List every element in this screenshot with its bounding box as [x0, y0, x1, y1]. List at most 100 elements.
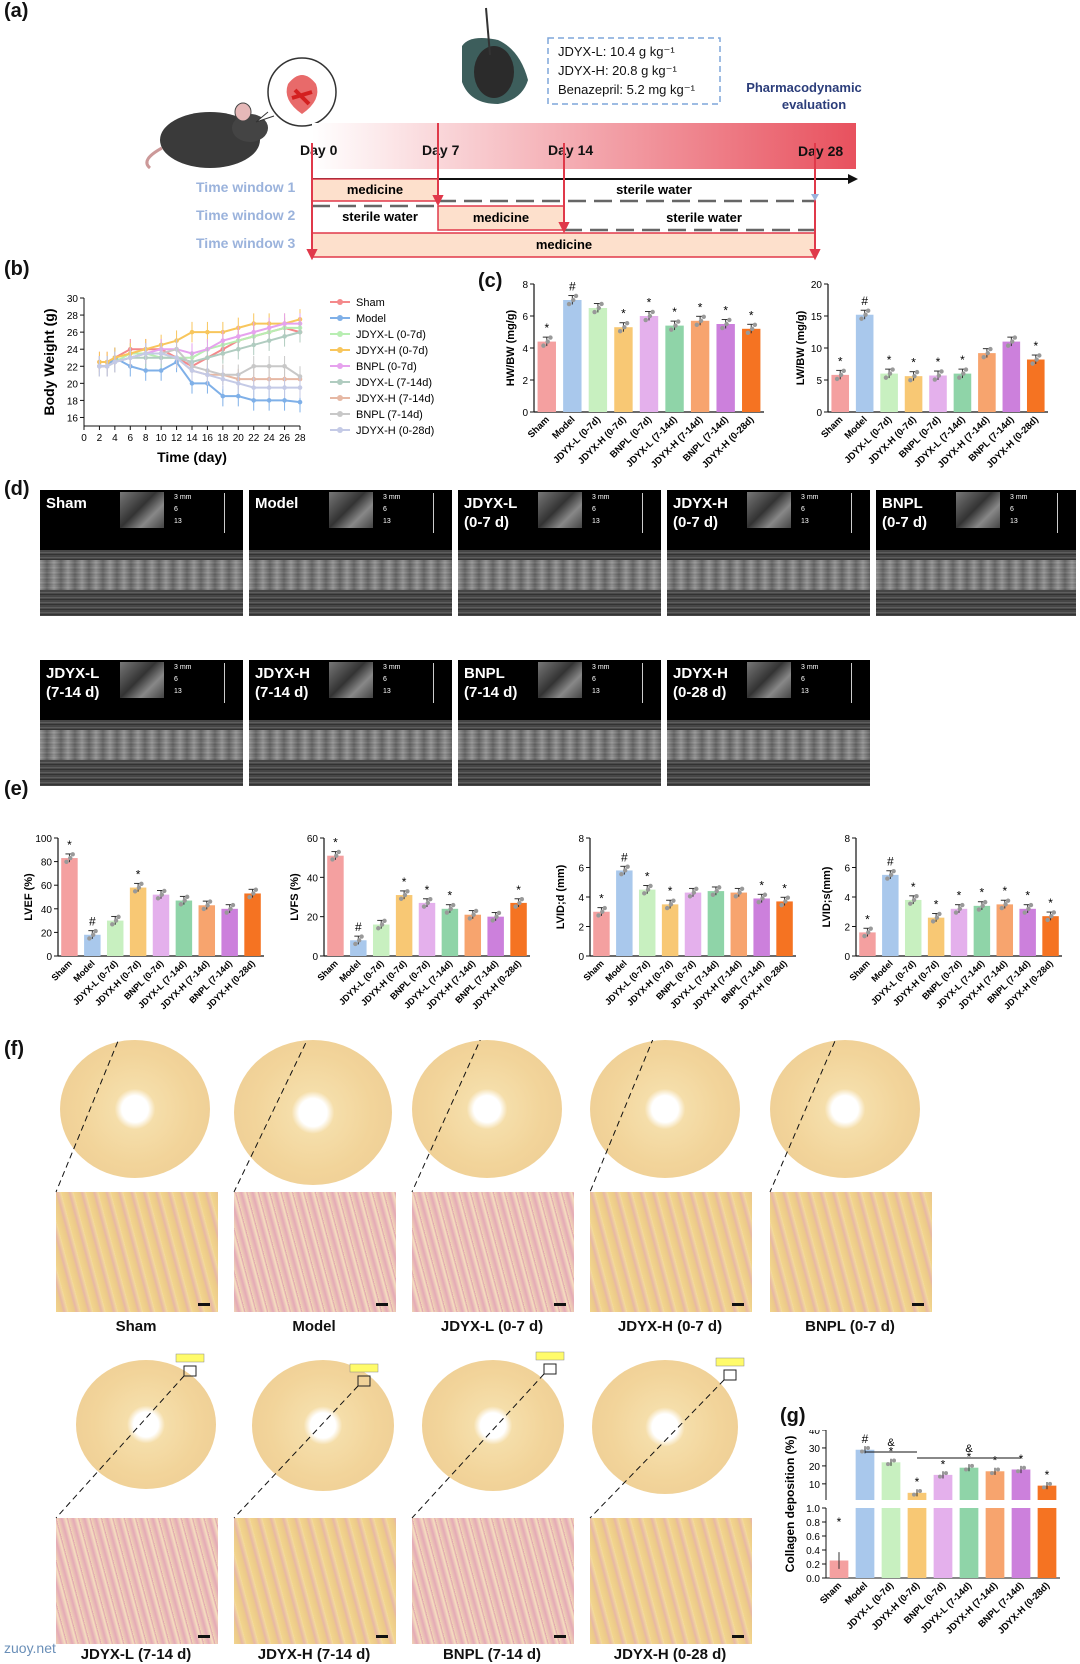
legend-label: BNPL (7-14d)	[356, 409, 423, 421]
data-dot	[596, 305, 602, 311]
y-tick-label: 0	[578, 952, 584, 963]
data-dot	[336, 849, 341, 855]
echo-wall-motion	[249, 560, 452, 590]
window-1-medicine-text: medicine	[347, 182, 403, 197]
panel-g-collagen-chart: 10 20 30 40 0.0 0.2 0.4 0.6 0.8 1.0 Collagen depos…	[783, 1430, 1060, 1637]
timeline-arrowhead	[848, 174, 858, 184]
data-dot	[642, 891, 647, 896]
bar	[831, 374, 850, 412]
panel-label-f: (f)	[4, 1038, 24, 1060]
y-axis-title: Collagen deposition (%)	[783, 1436, 797, 1573]
echo-image-2: Model 3 mm 6 13	[249, 490, 452, 616]
data-dot	[330, 857, 335, 862]
panel-a-timeline: JDYX-L: 10.4 g kg⁻¹ JDYX-H: 20.8 g kg⁻¹ …	[145, 7, 862, 261]
y-tick-label: 2	[844, 923, 850, 934]
bar	[933, 1474, 953, 1500]
y-tick-label: 4	[844, 893, 850, 904]
data-dot	[865, 308, 871, 313]
data-dot	[573, 293, 579, 299]
data-dot	[724, 321, 729, 327]
bar	[563, 300, 582, 412]
bracket-label: &	[887, 1437, 895, 1449]
significance-mark: *	[599, 892, 604, 906]
bar	[588, 308, 608, 412]
data-dot	[648, 883, 653, 889]
zoom-line	[55, 1375, 185, 1519]
data-dot	[617, 329, 623, 334]
series-point	[282, 363, 287, 369]
data-dot	[205, 903, 210, 908]
data-dot	[930, 919, 936, 924]
data-dot	[70, 852, 75, 857]
echo-group-label: BNPL (7-14 d)	[464, 665, 518, 701]
series-point	[282, 321, 287, 326]
y-tick-label: 0	[312, 952, 318, 963]
group-label: JDYX-H (0-7 d)	[617, 1318, 723, 1335]
bar	[855, 314, 874, 412]
series-point	[235, 381, 241, 386]
data-dot	[914, 894, 919, 899]
significance-mark: *	[911, 356, 916, 370]
echo-image-7: JDYX-H (7-14 d) 3 mm 6 13	[249, 660, 452, 786]
echo-wall-motion	[249, 730, 452, 760]
data-dot	[694, 886, 699, 892]
series-point	[282, 334, 287, 339]
category-label: Sham	[49, 958, 73, 982]
bar	[665, 325, 684, 412]
significance-mark: *	[698, 300, 703, 314]
y-tick-label: 80	[41, 858, 53, 869]
bar-lower	[985, 1508, 1005, 1578]
bar	[829, 1560, 849, 1578]
echo-image-3: JDYX-L (0-7 d) 3 mm 6 13	[458, 490, 661, 616]
echo-wall-motion	[40, 560, 243, 590]
echo-depth-ruler	[642, 493, 643, 533]
zoom-section-3	[412, 1192, 574, 1312]
significance-mark: *	[1002, 884, 1007, 898]
watermark: zuoy.net	[4, 1640, 56, 1656]
series-point	[220, 351, 226, 356]
y-axis-title: Body Weight (g)	[41, 308, 57, 415]
series-point	[251, 329, 257, 335]
echo-group-label: JDYX-H (7-14 d)	[255, 665, 311, 701]
zoom-section-6	[56, 1518, 218, 1644]
data-dot	[467, 916, 473, 921]
data-dot	[908, 377, 913, 383]
roi-box	[723, 1369, 737, 1381]
echo-bmode-thumbnail	[120, 662, 164, 698]
data-dot	[247, 894, 252, 900]
dose-box	[547, 37, 721, 105]
dose-line-1: JDYX-L: 10.4 g kg⁻¹	[558, 44, 675, 59]
data-dot	[1005, 343, 1011, 348]
significance-mark: *	[934, 898, 939, 912]
x-tick-label: 22	[248, 433, 260, 444]
data-dot	[912, 373, 917, 379]
x-tick-label: 24	[264, 433, 276, 444]
legend-marker	[337, 299, 343, 305]
series-point	[282, 385, 287, 390]
data-dot	[379, 922, 385, 927]
legend-marker	[337, 315, 343, 321]
bar-lower	[1037, 1508, 1057, 1578]
bar	[882, 874, 899, 956]
window-1-end-marker	[811, 194, 819, 201]
series-point	[266, 385, 272, 390]
y-tick-label: 6	[844, 864, 850, 875]
bar	[395, 895, 413, 956]
echo-image-1: Sham 3 mm 6 13	[40, 490, 243, 616]
scale-bar	[554, 1303, 566, 1306]
data-dot	[981, 354, 986, 360]
bar	[716, 324, 735, 412]
data-dot	[912, 1492, 916, 1497]
day-0-label: Day 0	[300, 142, 338, 158]
echo-wall-motion	[667, 560, 870, 590]
bar	[487, 916, 504, 956]
echo-scale-text: 3 mm 6 13	[383, 664, 401, 695]
data-dot	[402, 892, 408, 898]
data-dot	[669, 327, 674, 332]
scale-bar	[376, 1635, 388, 1638]
data-dot	[450, 902, 456, 908]
data-dot	[398, 896, 404, 901]
bar	[985, 1471, 1005, 1500]
